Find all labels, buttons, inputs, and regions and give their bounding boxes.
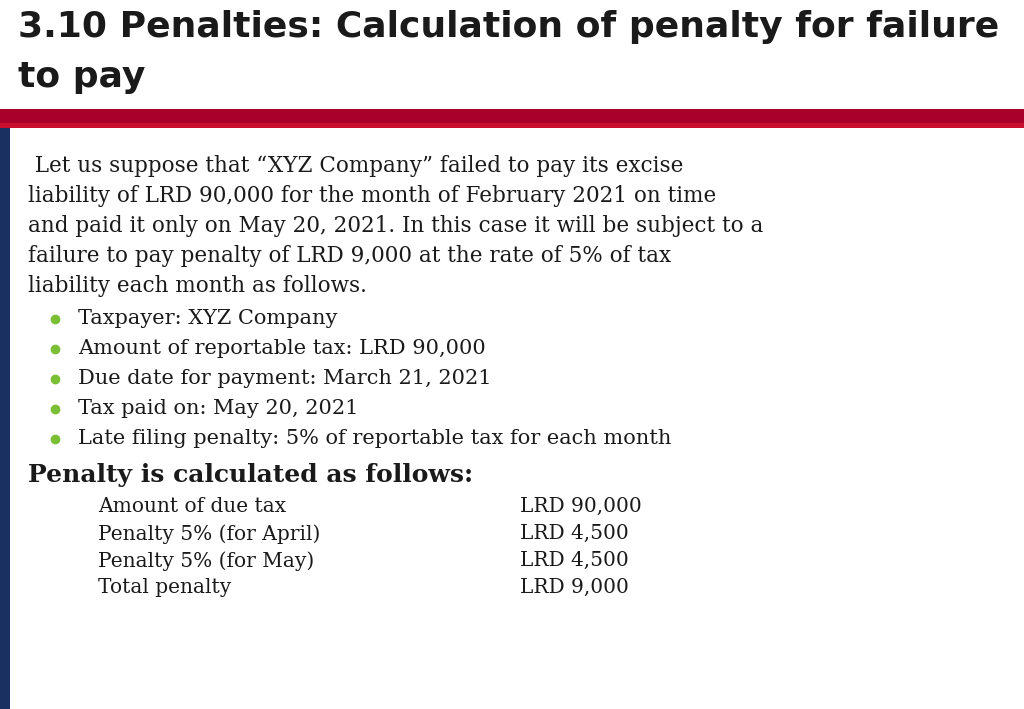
FancyBboxPatch shape <box>0 109 1024 123</box>
Text: and paid it only on May 20, 2021. In this case it will be subject to a: and paid it only on May 20, 2021. In thi… <box>28 215 763 237</box>
Text: Penalty is calculated as follows:: Penalty is calculated as follows: <box>28 463 473 487</box>
Text: LRD 9,000: LRD 9,000 <box>520 578 629 597</box>
Text: 3.10 Penalties: Calculation of penalty for failure: 3.10 Penalties: Calculation of penalty f… <box>18 10 999 44</box>
Text: LRD 4,500: LRD 4,500 <box>520 551 629 570</box>
Text: Due date for payment: March 21, 2021: Due date for payment: March 21, 2021 <box>78 369 492 388</box>
FancyBboxPatch shape <box>0 0 1024 115</box>
Text: liability each month as follows.: liability each month as follows. <box>28 275 367 297</box>
Text: Late filing penalty: 5% of reportable tax for each month: Late filing penalty: 5% of reportable ta… <box>78 429 672 448</box>
FancyBboxPatch shape <box>10 128 1024 709</box>
FancyBboxPatch shape <box>0 128 10 709</box>
Text: LRD 4,500: LRD 4,500 <box>520 524 629 543</box>
Text: Penalty 5% (for April): Penalty 5% (for April) <box>98 524 321 544</box>
Text: Let us suppose that “XYZ Company” failed to pay its excise: Let us suppose that “XYZ Company” failed… <box>28 155 683 177</box>
Text: LRD 90,000: LRD 90,000 <box>520 497 642 516</box>
Text: Tax paid on: May 20, 2021: Tax paid on: May 20, 2021 <box>78 399 358 418</box>
FancyBboxPatch shape <box>0 123 1024 128</box>
Text: Amount of reportable tax: LRD 90,000: Amount of reportable tax: LRD 90,000 <box>78 339 485 358</box>
Text: Taxpayer: XYZ Company: Taxpayer: XYZ Company <box>78 309 338 328</box>
FancyBboxPatch shape <box>0 128 1024 709</box>
Text: Amount of due tax: Amount of due tax <box>98 497 286 516</box>
Text: liability of LRD 90,000 for the month of February 2021 on time: liability of LRD 90,000 for the month of… <box>28 185 716 207</box>
Text: Total penalty: Total penalty <box>98 578 231 597</box>
Text: failure to pay penalty of LRD 9,000 at the rate of 5% of tax: failure to pay penalty of LRD 9,000 at t… <box>28 245 671 267</box>
Text: to pay: to pay <box>18 60 145 94</box>
Text: Penalty 5% (for May): Penalty 5% (for May) <box>98 551 314 571</box>
